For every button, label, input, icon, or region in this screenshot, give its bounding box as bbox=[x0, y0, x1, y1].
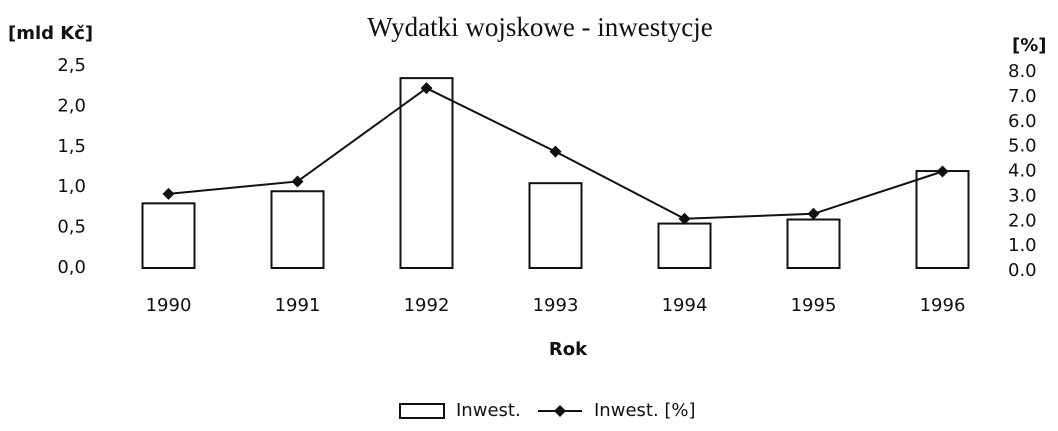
marker bbox=[678, 212, 691, 225]
y-tick-label: 0,0 bbox=[57, 257, 86, 278]
bar bbox=[399, 77, 454, 270]
y2-tick-label: 5.0 bbox=[1008, 136, 1037, 157]
y2-tick-label: 2.0 bbox=[1008, 210, 1037, 231]
x-tick-label: 1996 bbox=[920, 295, 966, 316]
y-tick-label: 2,5 bbox=[57, 55, 86, 76]
bar bbox=[141, 202, 196, 269]
y2-tick-label: 3.0 bbox=[1008, 185, 1037, 206]
y-axis-label: [mld Kč] bbox=[8, 23, 93, 44]
x-tick-label: 1995 bbox=[791, 295, 837, 316]
x-tick-label: 1992 bbox=[404, 295, 450, 316]
y-tick-label: 2,0 bbox=[57, 95, 86, 116]
legend-label: Inwest. [%] bbox=[594, 400, 696, 421]
marker bbox=[420, 82, 433, 95]
legend-swatch bbox=[399, 403, 445, 419]
marker bbox=[807, 207, 820, 220]
y2-tick-label: 1.0 bbox=[1008, 235, 1037, 256]
bar bbox=[786, 218, 841, 270]
legend-label: Inwest. bbox=[456, 400, 521, 421]
y2-tick-label: 0.0 bbox=[1008, 260, 1037, 281]
y2-tick-label: 4.0 bbox=[1008, 161, 1037, 182]
x-tick-label: 1991 bbox=[275, 295, 321, 316]
y-tick-label: 1,5 bbox=[57, 136, 86, 157]
bar bbox=[915, 170, 970, 269]
y-tick-label: 1,0 bbox=[57, 176, 86, 197]
marker bbox=[162, 187, 175, 200]
y-tick-label: 0,5 bbox=[57, 217, 86, 238]
y2-tick-label: 7.0 bbox=[1008, 86, 1037, 107]
y2-tick-label: 8.0 bbox=[1008, 61, 1037, 82]
y2-tick-label: 6.0 bbox=[1008, 111, 1037, 132]
marker bbox=[936, 165, 949, 178]
x-tick-label: 1990 bbox=[146, 295, 192, 316]
marker bbox=[291, 175, 304, 188]
bar bbox=[528, 182, 583, 269]
bar bbox=[270, 190, 325, 270]
marker bbox=[549, 145, 562, 158]
chart-title: Wydatki wojskowe - inwestycje bbox=[367, 12, 713, 42]
legend-marker bbox=[554, 405, 566, 417]
x-tick-label: 1993 bbox=[533, 295, 579, 316]
bar bbox=[657, 222, 712, 269]
y2-axis-label: [%] bbox=[1012, 35, 1047, 56]
x-axis-label: Rok bbox=[549, 339, 588, 360]
x-tick-label: 1994 bbox=[662, 295, 708, 316]
